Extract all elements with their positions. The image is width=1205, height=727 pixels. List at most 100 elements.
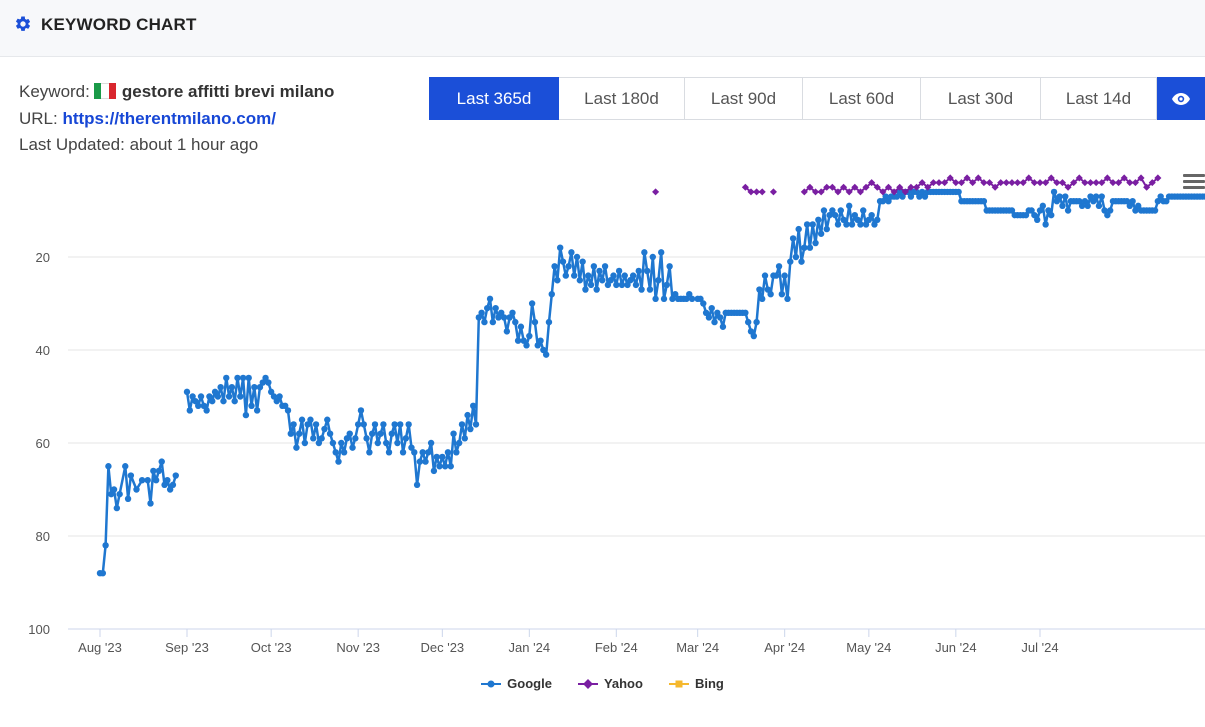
google-point: [346, 430, 353, 437]
italy-flag-icon: [93, 83, 116, 99]
google-point: [186, 407, 193, 414]
google-point: [1084, 202, 1091, 210]
google-point: [708, 304, 715, 312]
gear-icon: [15, 16, 31, 31]
tab-last-180d[interactable]: Last 180d: [559, 77, 685, 120]
google-point: [714, 309, 721, 316]
google-point: [913, 188, 920, 196]
google-point: [368, 430, 376, 437]
google-point: [789, 235, 797, 242]
google-point: [464, 411, 471, 419]
yahoo-point: [840, 183, 848, 191]
google-point: [697, 295, 704, 303]
google-point: [290, 421, 297, 428]
keyword-value: gestore affitti brevi milano: [121, 82, 335, 101]
yahoo-point: [974, 174, 982, 182]
tab-last-90d[interactable]: Last 90d: [685, 77, 803, 120]
google-point: [1151, 207, 1159, 214]
google-point: [604, 281, 612, 289]
google-point: [1045, 207, 1052, 214]
google-point: [217, 384, 224, 391]
google-point: [248, 402, 255, 409]
tab-last-30d[interactable]: Last 30d: [921, 77, 1041, 120]
google-point: [1157, 193, 1164, 200]
google-point: [265, 379, 272, 386]
yahoo-point: [862, 183, 870, 191]
google-point: [613, 281, 620, 289]
google-point: [371, 421, 379, 428]
google-point: [166, 486, 174, 493]
google-point: [147, 500, 154, 507]
google-point: [394, 439, 401, 447]
google-point: [354, 421, 362, 428]
google-point: [582, 286, 589, 293]
y-tick-label: 20: [36, 250, 50, 265]
google-point: [817, 230, 825, 237]
google-point: [702, 309, 710, 316]
google-point: [879, 198, 887, 205]
google-point: [422, 458, 429, 465]
google-point: [893, 193, 901, 200]
yahoo-point: [758, 188, 766, 196]
google-point: [450, 430, 457, 437]
yahoo-point: [884, 183, 893, 191]
google-point: [484, 304, 491, 312]
yahoo-point: [918, 179, 926, 187]
yahoo-point: [929, 179, 937, 187]
google-point: [559, 258, 567, 265]
tab-last-60d[interactable]: Last 60d: [803, 77, 921, 120]
google-point: [500, 314, 508, 321]
legend-item-yahoo[interactable]: Yahoo: [577, 676, 643, 691]
yahoo-point: [1002, 179, 1010, 187]
google-point: [419, 449, 426, 456]
tab-last-14d[interactable]: Last 14d: [1041, 77, 1157, 120]
google-point: [152, 477, 160, 484]
google-point: [871, 221, 878, 228]
google-point: [352, 435, 359, 442]
url-link[interactable]: https://therentmilano.com/: [62, 108, 276, 128]
google-point: [124, 495, 132, 502]
google-point: [716, 314, 724, 321]
chart-menu-icon[interactable]: [1183, 174, 1205, 192]
google-point: [461, 435, 468, 442]
toggle-visibility-button[interactable]: [1157, 77, 1205, 120]
google-point: [467, 425, 474, 433]
google-point: [798, 258, 805, 265]
yahoo-point: [901, 188, 909, 196]
google-point: [1090, 198, 1097, 205]
google-point: [1076, 198, 1083, 205]
legend-item-google[interactable]: Google: [481, 676, 552, 691]
google-point: [192, 397, 199, 405]
google-point: [1123, 198, 1131, 205]
yahoo-point: [935, 179, 943, 187]
google-point: [503, 328, 511, 335]
google-point: [1202, 193, 1205, 200]
google-point: [413, 481, 421, 489]
legend-item-bing[interactable]: Bing: [668, 676, 724, 691]
google-point: [587, 281, 595, 289]
google-point: [164, 477, 171, 484]
google-point: [169, 481, 177, 489]
url-label: URL:: [19, 108, 58, 128]
google-point: [627, 277, 634, 284]
google-point: [228, 384, 236, 391]
google-point: [116, 490, 123, 498]
google-point: [846, 202, 853, 210]
google-point: [1106, 207, 1114, 214]
google-point: [815, 216, 822, 223]
google-point: [284, 407, 292, 414]
x-tick-label: Apr '24: [764, 640, 805, 655]
google-point: [108, 490, 115, 498]
x-axis-ticks: Aug '23 Sep '23 Oct '23 Nov '23 Dec '23 Jan '…: [78, 629, 1059, 655]
google-point: [854, 216, 861, 223]
google-point: [273, 397, 280, 405]
google-point: [197, 393, 205, 400]
google-point: [436, 463, 443, 470]
tab-last-365d[interactable]: Last 365d: [429, 77, 559, 120]
updated-label: Last Updated:: [19, 135, 125, 154]
yahoo-point: [969, 179, 977, 187]
google-point: [343, 435, 351, 442]
google-point: [239, 374, 247, 382]
google-point: [441, 463, 449, 470]
yahoo-point: [851, 183, 859, 191]
